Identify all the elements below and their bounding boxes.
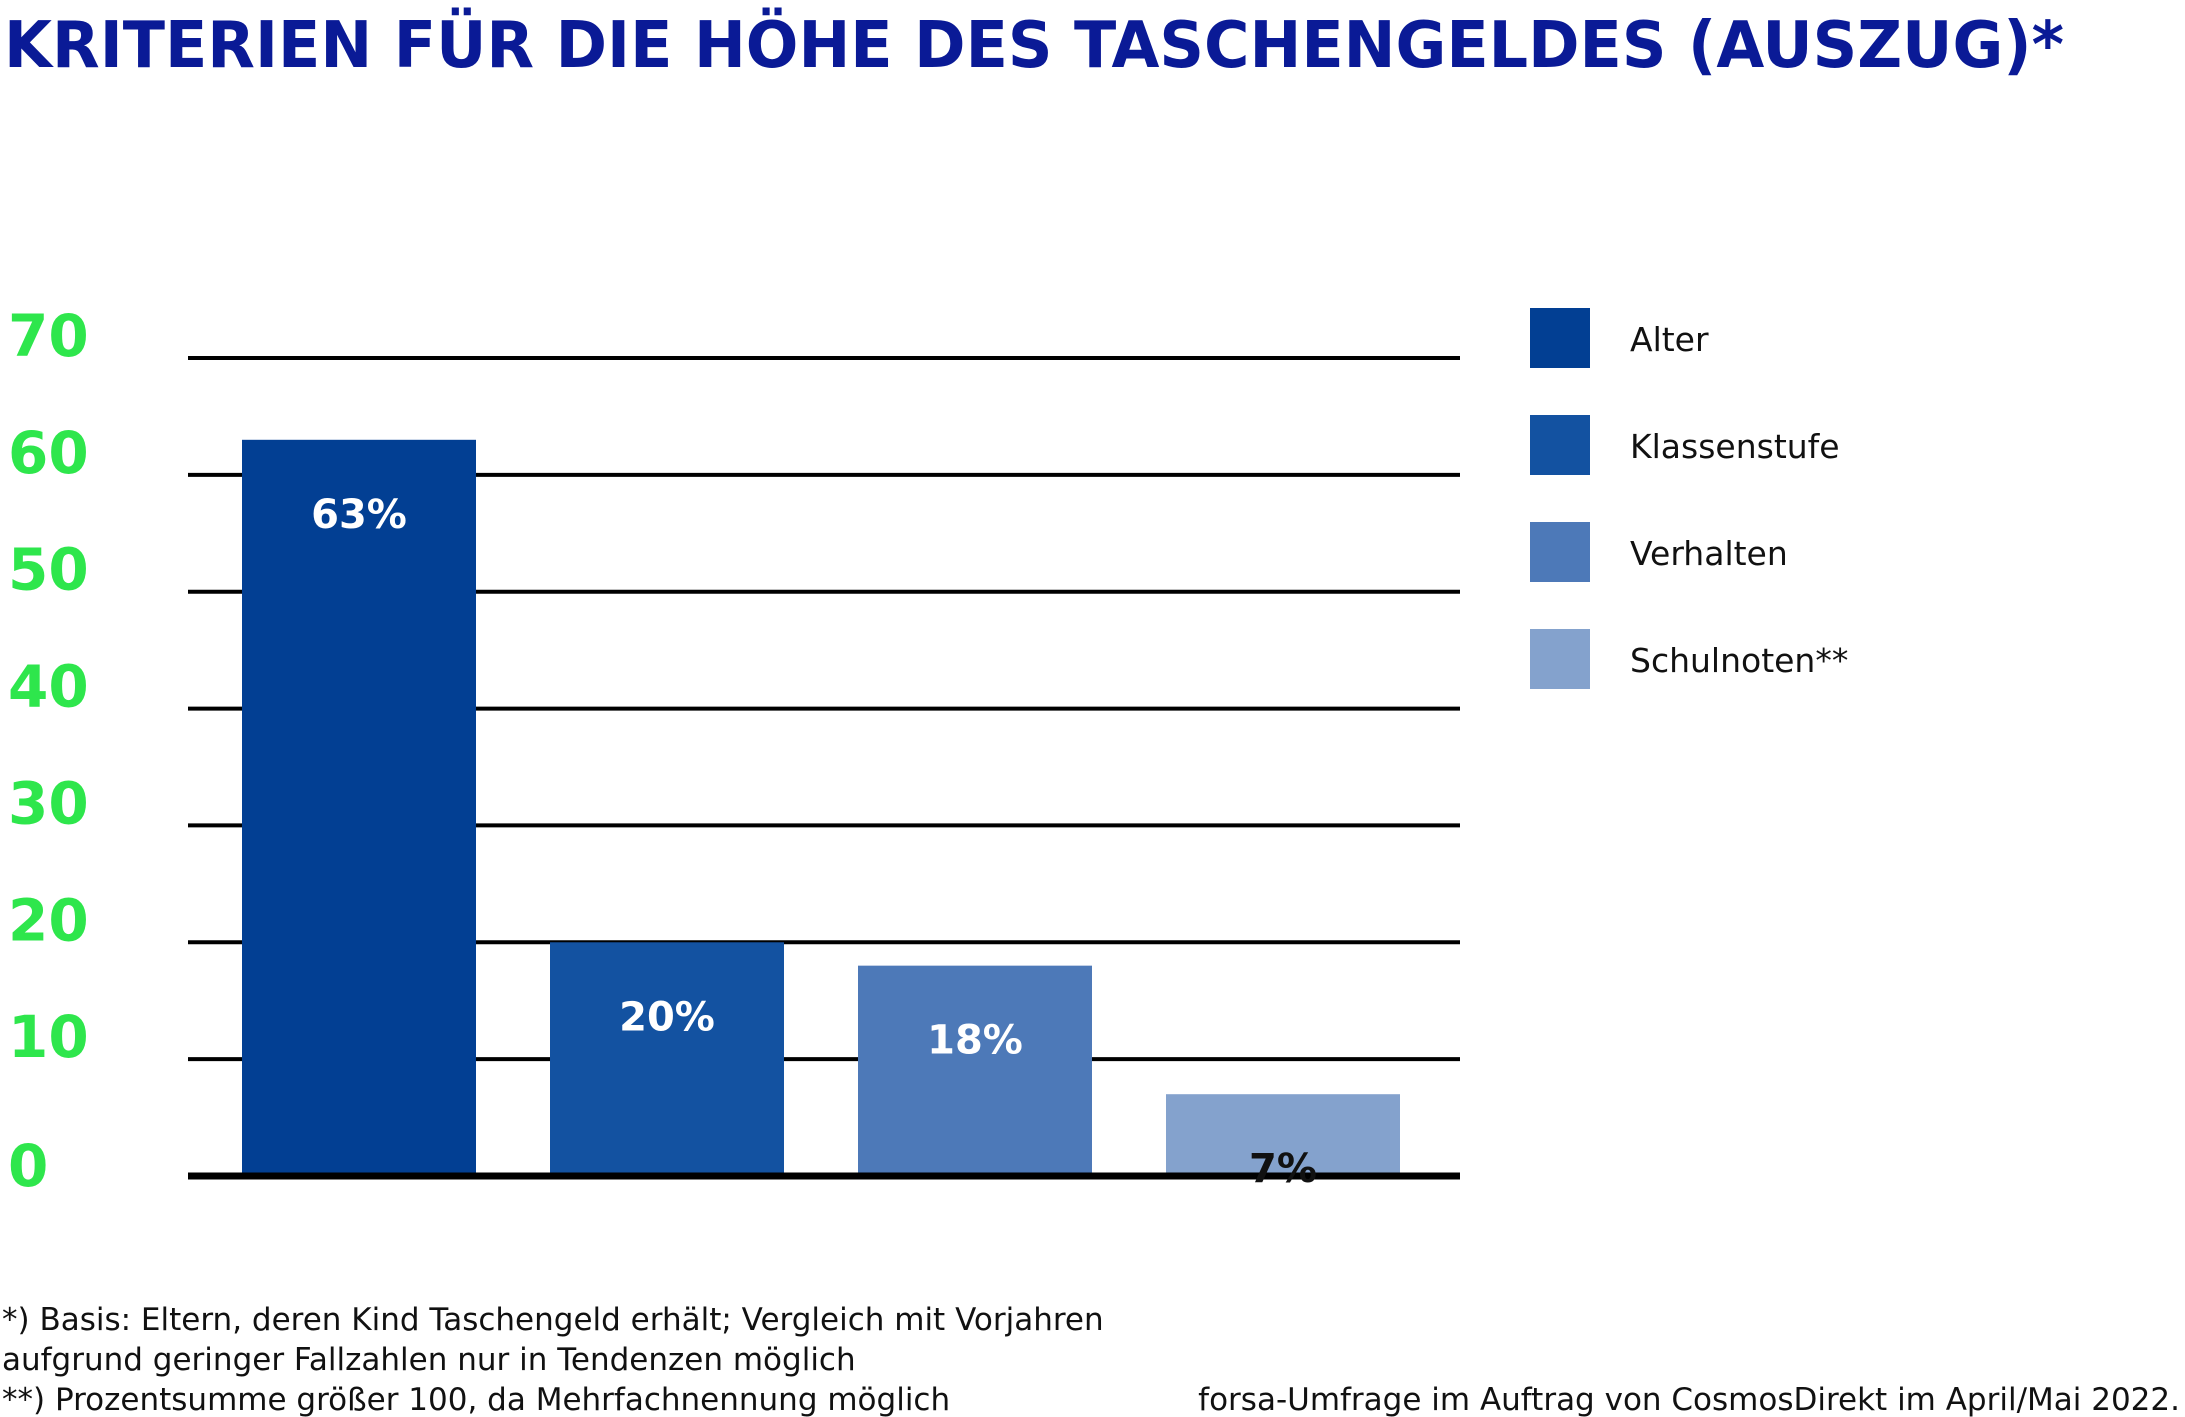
- bar-verhalten: [858, 965, 1092, 1176]
- y-tick-label-0: 0: [8, 1132, 48, 1200]
- legend-swatch-3: [1530, 629, 1590, 689]
- y-axis-ticks: 0 10 20 30 40 50 60 70: [8, 302, 89, 1200]
- y-tick-label-20: 20: [8, 886, 89, 954]
- y-tick-label-60: 60: [8, 419, 89, 487]
- y-tick-label-30: 30: [8, 769, 89, 837]
- y-tick-label-50: 50: [8, 536, 89, 604]
- bar-value-label-1: 20%: [619, 994, 715, 1040]
- footnote-2: aufgrund geringer Fallzahlen nur in Tend…: [2, 1342, 856, 1378]
- bar-schulnoten: [1166, 1094, 1400, 1176]
- legend-swatch-2: [1530, 522, 1590, 582]
- footnote-3: **) Prozentsumme größer 100, da Mehrfach…: [2, 1382, 950, 1417]
- bar-klassenstufe: [550, 942, 784, 1176]
- legend-label-3: Schulnoten**: [1630, 641, 1848, 680]
- legend-label-1: Klassenstufe: [1630, 427, 1840, 466]
- bar-data-labels: 63% 20% 18% 7%: [311, 492, 1317, 1192]
- bars: [242, 439, 1400, 1176]
- legend-label-2: Verhalten: [1630, 534, 1788, 573]
- chart-title: KRITERIEN FÜR DIE HÖHE DES TASCHENGELDES…: [4, 7, 2064, 83]
- legend-swatch-1: [1530, 415, 1590, 475]
- legend-swatch-0: [1530, 308, 1590, 368]
- bar-value-label-2: 18%: [927, 1018, 1023, 1064]
- footnotes: *) Basis: Eltern, deren Kind Taschengeld…: [2, 1302, 1104, 1417]
- y-tick-label-70: 70: [8, 302, 89, 370]
- bar-value-label-3: 7%: [1249, 1146, 1317, 1192]
- legend-label-0: Alter: [1630, 320, 1709, 359]
- footnote-1: *) Basis: Eltern, deren Kind Taschengeld…: [2, 1302, 1104, 1338]
- legend: Alter Klassenstufe Verhalten Schulnoten**: [1530, 308, 1848, 689]
- bar-alter: [242, 439, 476, 1176]
- source-note: forsa-Umfrage im Auftrag von CosmosDirek…: [1198, 1382, 2180, 1417]
- y-tick-label-10: 10: [8, 1003, 89, 1071]
- y-tick-label-40: 40: [8, 653, 89, 721]
- bar-value-label-0: 63%: [311, 492, 407, 538]
